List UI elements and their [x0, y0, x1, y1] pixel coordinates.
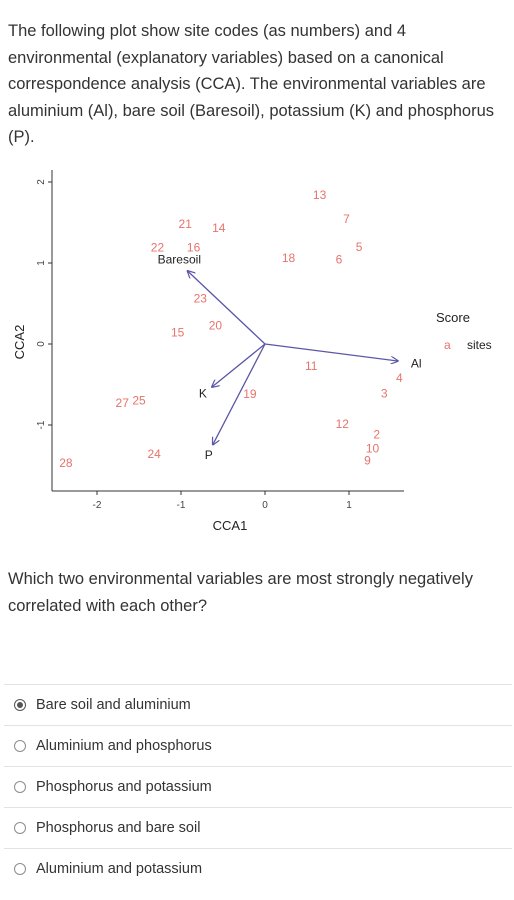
site-label: 23 — [194, 292, 208, 306]
answer-options: Bare soil and aluminium Aluminium and ph… — [4, 684, 512, 889]
option-label: Bare soil and aluminium — [36, 697, 191, 713]
y-tick-label: -1 — [36, 420, 47, 429]
option-aluminium-potassium[interactable]: Aluminium and potassium — [4, 848, 512, 889]
site-label: 22 — [151, 241, 165, 255]
question-intro: The following plot show site codes (as n… — [8, 22, 495, 146]
radio-button[interactable] — [14, 822, 26, 834]
site-label: 18 — [282, 251, 296, 265]
y-axis-label: CCA2 — [12, 325, 27, 360]
option-phosphorus-bare-soil[interactable]: Phosphorus and bare soil — [4, 807, 512, 848]
site-label: 5 — [356, 240, 363, 254]
site-label: 25 — [132, 394, 146, 408]
radio-button[interactable] — [14, 699, 26, 711]
site-label: 9 — [364, 454, 371, 468]
x-tick-label: 0 — [262, 500, 268, 511]
arrow-label-al: Al — [411, 356, 422, 370]
arrow-p — [213, 343, 266, 444]
radio-button[interactable] — [14, 781, 26, 793]
cca-plot: -2 -1 0 1 -1 0 1 2 Baresoil Al K P 13 7 21 14 22 16 5 18 6… — [0, 160, 514, 540]
x-tick-label: -2 — [93, 500, 102, 511]
site-label: 21 — [179, 217, 193, 231]
arrow-al — [264, 343, 398, 361]
site-label: 3 — [381, 386, 388, 400]
x-tick-label: -1 — [177, 500, 186, 511]
site-label: 27 — [116, 396, 130, 410]
question-prompt: Which two environmental variables are mo… — [8, 570, 473, 615]
site-label: 19 — [243, 387, 257, 401]
site-label: 10 — [366, 441, 380, 455]
site-label: 24 — [147, 447, 161, 461]
site-label: 13 — [313, 188, 327, 202]
radio-dot-icon — [17, 702, 23, 708]
site-label: 28 — [59, 456, 73, 470]
legend-marker: a — [444, 338, 451, 352]
environmental-arrows: Baresoil Al K P — [158, 253, 422, 462]
option-label: Phosphorus and bare soil — [36, 820, 201, 836]
arrow-label-p: P — [205, 448, 213, 462]
x-axis-label: CCA1 — [213, 518, 248, 533]
option-label: Phosphorus and potassium — [36, 779, 212, 795]
option-bare-soil-aluminium[interactable]: Bare soil and aluminium — [4, 684, 512, 725]
site-label: 7 — [343, 212, 350, 226]
site-label: 11 — [305, 359, 318, 373]
legend-title: Score — [436, 310, 470, 325]
arrow-baresoil — [188, 271, 266, 345]
option-label: Aluminium and potassium — [36, 861, 203, 877]
arrow-label-k: K — [199, 386, 207, 400]
option-aluminium-phosphorus[interactable]: Aluminium and phosphorus — [4, 725, 512, 766]
arrow-label-baresoil: Baresoil — [158, 253, 201, 267]
site-label: 16 — [187, 241, 201, 255]
site-label: 6 — [336, 253, 343, 267]
y-tick-label: 0 — [36, 341, 47, 347]
site-label: 2 — [373, 428, 380, 442]
site-label: 12 — [336, 417, 350, 431]
radio-button[interactable] — [14, 740, 26, 752]
option-phosphorus-potassium[interactable]: Phosphorus and potassium — [4, 766, 512, 807]
site-label: 4 — [396, 371, 403, 385]
radio-button[interactable] — [14, 863, 26, 875]
site-label: 20 — [209, 318, 223, 332]
y-tick-label: 1 — [36, 260, 47, 266]
option-label: Aluminium and phosphorus — [36, 738, 212, 754]
legend-label: sites — [467, 338, 492, 352]
site-label: 14 — [212, 221, 226, 235]
site-label: 15 — [171, 326, 185, 340]
x-tick-label: 1 — [346, 500, 352, 511]
arrow-k — [212, 343, 266, 387]
y-tick-label: 2 — [36, 179, 47, 185]
